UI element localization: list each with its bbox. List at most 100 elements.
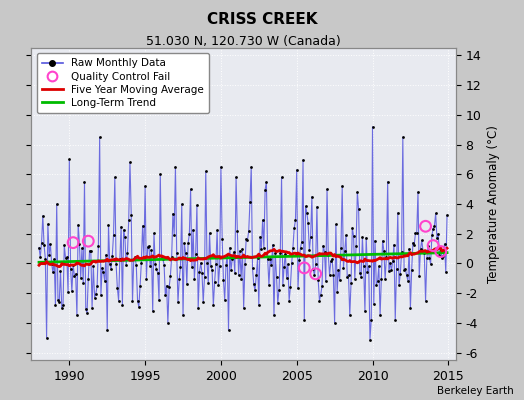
Point <box>236 248 244 254</box>
Point <box>350 232 358 239</box>
Point <box>230 249 238 255</box>
Point <box>381 276 389 282</box>
Point <box>234 272 243 278</box>
Point <box>307 234 315 240</box>
Point <box>442 269 450 275</box>
Point <box>79 280 88 286</box>
Point <box>98 264 106 271</box>
Point <box>316 291 325 298</box>
Point <box>418 237 426 244</box>
Point <box>377 276 386 283</box>
Point <box>281 250 290 257</box>
Point <box>285 297 293 304</box>
Point <box>49 269 57 276</box>
Point <box>323 186 331 192</box>
Point <box>363 268 372 275</box>
Point <box>232 174 241 180</box>
Point <box>387 267 396 273</box>
Point <box>427 261 435 267</box>
Point <box>161 292 170 298</box>
Point <box>212 261 220 267</box>
Point <box>294 285 302 292</box>
Point <box>126 159 134 166</box>
Point <box>206 263 215 269</box>
Point <box>51 302 60 308</box>
Point <box>152 266 161 272</box>
Point <box>37 240 46 246</box>
Point <box>231 270 239 276</box>
Point <box>243 237 252 244</box>
Point <box>440 241 449 247</box>
Point <box>46 241 54 248</box>
Point <box>257 246 266 252</box>
Point <box>357 274 365 280</box>
Point <box>64 289 72 296</box>
Point <box>228 256 236 262</box>
Point <box>118 302 127 308</box>
Point <box>356 270 364 276</box>
Point <box>103 327 112 334</box>
Point <box>337 245 345 252</box>
Point <box>39 212 47 219</box>
Point <box>247 164 255 170</box>
Point <box>403 277 412 284</box>
Point <box>227 267 235 273</box>
Point <box>251 287 259 293</box>
Point <box>303 210 311 216</box>
Point <box>292 167 301 173</box>
Point <box>127 211 135 218</box>
Point <box>425 255 433 261</box>
Point <box>428 232 436 238</box>
Point <box>380 248 388 254</box>
Point <box>272 274 281 280</box>
Point <box>270 312 278 319</box>
Point <box>191 251 200 258</box>
Point <box>56 268 64 274</box>
Point <box>200 274 209 280</box>
Point <box>202 168 210 174</box>
Point <box>348 225 356 231</box>
Point <box>159 256 167 262</box>
Point <box>142 276 150 282</box>
Point <box>368 124 377 130</box>
Point <box>179 312 187 319</box>
Point <box>162 282 171 289</box>
Point <box>148 308 157 314</box>
Point <box>274 300 282 306</box>
Point <box>110 231 118 238</box>
Point <box>276 250 285 256</box>
Point <box>85 247 94 254</box>
Point <box>384 178 392 185</box>
Point <box>397 249 406 255</box>
Point <box>388 258 397 265</box>
Point <box>283 261 292 267</box>
Point <box>245 228 253 234</box>
Point <box>233 228 242 234</box>
Point <box>417 246 425 252</box>
Point <box>58 305 66 311</box>
Point <box>390 241 398 248</box>
Point <box>434 230 442 237</box>
Point <box>157 255 166 262</box>
Point <box>275 286 283 293</box>
Point <box>183 281 191 287</box>
Point <box>296 244 304 251</box>
Point <box>339 265 347 272</box>
Point <box>311 261 320 268</box>
Point <box>318 283 326 290</box>
Point <box>308 193 316 200</box>
Point <box>155 297 163 304</box>
Point <box>205 230 214 236</box>
Point <box>122 262 130 268</box>
Point <box>221 297 229 303</box>
Point <box>92 290 100 297</box>
Point <box>188 264 196 271</box>
Text: CRISS CREEK: CRISS CREEK <box>207 12 317 27</box>
Point <box>332 221 340 228</box>
Point <box>141 183 149 189</box>
Point <box>94 243 103 249</box>
Point <box>123 250 132 256</box>
Point <box>78 245 86 251</box>
Point <box>435 252 444 258</box>
Point <box>289 244 297 251</box>
